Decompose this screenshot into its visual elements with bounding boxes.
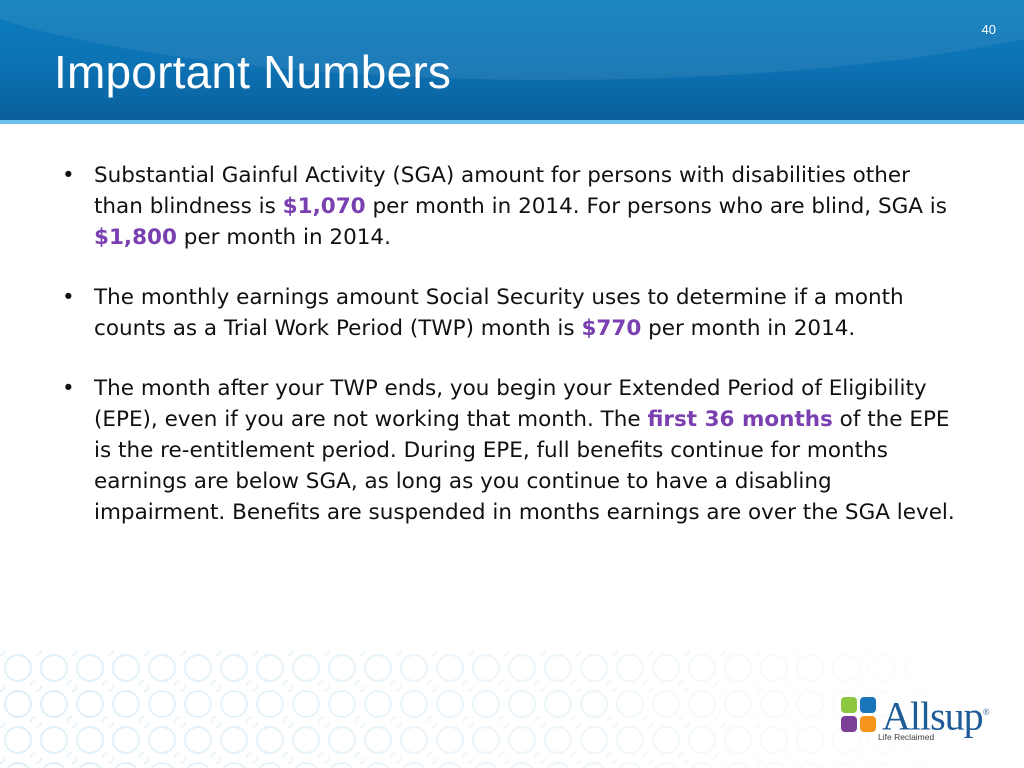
highlight-twp-amount: $770 bbox=[581, 316, 642, 341]
highlight-first-36-months: first 36 months bbox=[647, 407, 833, 432]
bullet-text: per month in 2014. For persons who are b… bbox=[365, 194, 947, 219]
bullet-epe: • The month after your TWP ends, you begi… bbox=[60, 373, 960, 528]
bullet-text: The month after your TWP ends, you begin… bbox=[94, 376, 927, 432]
logo-wordmark: Allsup® bbox=[882, 693, 990, 739]
highlight-sga-blind-amount: $1,800 bbox=[94, 225, 177, 250]
logo-mark-icon bbox=[841, 697, 876, 732]
header-rule bbox=[0, 120, 1024, 124]
bullet-dot: • bbox=[62, 376, 75, 401]
bullet-text: per month in 2014. bbox=[176, 225, 391, 250]
bullet-sga: • Substantial Gainful Activity (SGA) amou… bbox=[60, 160, 960, 253]
logo-tagline: Life Reclaimed bbox=[878, 732, 935, 742]
bullet-list: • Substantial Gainful Activity (SGA) amou… bbox=[60, 160, 960, 557]
bullet-text: The monthly earnings amount Social Secur… bbox=[94, 285, 904, 341]
bullet-dot: • bbox=[62, 163, 75, 188]
slide-header: Important Numbers 40 bbox=[0, 0, 1024, 120]
bullet-dot: • bbox=[62, 285, 75, 310]
allsup-logo: Allsup® Life Reclaimed bbox=[840, 693, 990, 750]
bullet-text: per month in 2014. bbox=[641, 316, 856, 341]
highlight-sga-amount: $1,070 bbox=[282, 194, 366, 219]
slide-title: Important Numbers bbox=[54, 46, 452, 98]
bullet-text: Substantial Gainful Activity (SGA) amoun… bbox=[94, 163, 910, 219]
bullet-text: of the EPE is the re-entitlement period.… bbox=[94, 407, 955, 525]
page-number: 40 bbox=[981, 22, 996, 37]
bullet-twp: • The monthly earnings amount Social Secu… bbox=[60, 282, 960, 344]
